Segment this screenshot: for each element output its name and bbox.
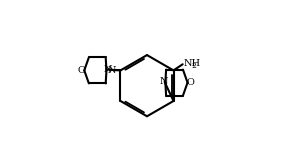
Text: N: N [160, 77, 168, 86]
Text: NH: NH [183, 59, 201, 68]
Text: O: O [186, 78, 194, 87]
Text: N: N [108, 66, 116, 75]
Text: 2: 2 [192, 62, 197, 70]
Text: N: N [104, 65, 112, 74]
Text: O: O [78, 66, 86, 75]
